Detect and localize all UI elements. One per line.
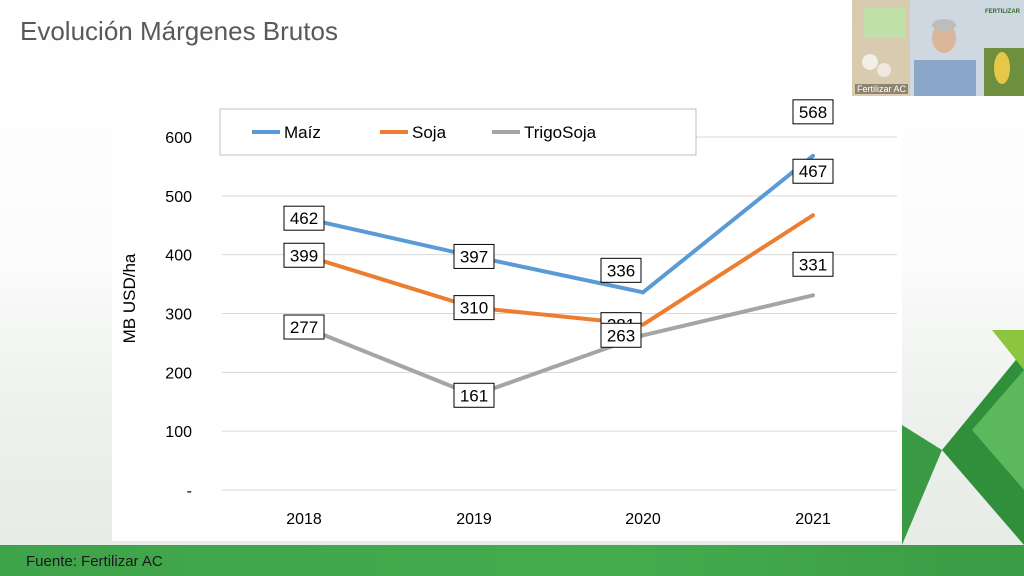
svg-text:336: 336 <box>607 261 635 280</box>
svg-text:399: 399 <box>290 246 318 265</box>
data-point <box>641 333 645 338</box>
svg-text:331: 331 <box>799 255 827 274</box>
data-label: 336 <box>600 257 642 283</box>
svg-text:310: 310 <box>460 299 488 318</box>
series-line <box>303 213 815 327</box>
fertilizar-logo: FERTILIZAR <box>985 9 1020 15</box>
y-tick-label: 600 <box>165 130 192 147</box>
legend: Maíz Soja TrigoSoja <box>219 108 697 156</box>
svg-text:467: 467 <box>799 162 827 181</box>
data-label: 263 <box>600 322 642 348</box>
y-axis-ticks: - 100 200 300 400 500 600 <box>165 130 192 500</box>
data-labels: 462397336568399310281467277161263331 <box>283 99 834 408</box>
svg-text:277: 277 <box>290 318 318 337</box>
legend-item: Maíz <box>252 123 321 142</box>
data-point <box>641 322 645 327</box>
data-label: 397 <box>453 243 495 269</box>
x-tick-label: 2021 <box>795 511 831 528</box>
data-label: 399 <box>283 242 325 268</box>
line-chart: - 100 200 300 400 500 600 2018 2019 2020 2021 MB … <box>120 99 897 528</box>
x-tick-label: 2020 <box>625 511 661 528</box>
footer-source: Fuente: Fertilizar AC <box>26 553 163 570</box>
data-label: 277 <box>283 314 325 340</box>
svg-text:568: 568 <box>799 103 827 122</box>
y-tick-label: 400 <box>165 248 192 265</box>
data-label: 310 <box>453 295 495 321</box>
svg-text:397: 397 <box>460 247 488 266</box>
presenter-video <box>852 0 1024 96</box>
decorative-green-shapes <box>902 330 1024 545</box>
data-point <box>811 213 815 218</box>
series-lines <box>302 153 815 398</box>
y-tick-label: 200 <box>165 365 192 382</box>
legend-item: TrigoSoja <box>492 123 597 142</box>
data-point <box>811 293 815 298</box>
y-tick-label: 500 <box>165 189 192 206</box>
x-tick-label: 2018 <box>286 511 322 528</box>
svg-text:161: 161 <box>460 386 488 405</box>
y-tick-label: - <box>187 483 192 500</box>
data-label: 462 <box>283 205 325 231</box>
data-label: 467 <box>792 158 834 184</box>
data-point <box>811 153 815 158</box>
x-tick-label: 2019 <box>456 511 492 528</box>
svg-text:462: 462 <box>290 209 318 228</box>
footer-bar: Fuente: Fertilizar AC <box>0 545 1024 576</box>
x-axis-ticks: 2018 2019 2020 2021 <box>286 511 831 528</box>
legend-box <box>219 108 697 156</box>
series-line <box>303 154 815 295</box>
series-line <box>303 293 814 398</box>
data-point <box>641 290 645 295</box>
slide-title: Evolución Márgenes Brutos <box>20 16 338 46</box>
grid-lines <box>222 136 897 491</box>
svg-text:263: 263 <box>607 326 635 345</box>
y-axis-label: MB USD/ha <box>120 253 139 343</box>
legend-item: Soja <box>380 123 447 142</box>
chart-panel: - 100 200 300 400 500 600 2018 2019 2020 2021 MB … <box>112 99 902 541</box>
data-label: 331 <box>792 251 834 277</box>
y-tick-label: 300 <box>165 307 192 324</box>
svg-text:Maíz: Maíz <box>284 123 321 142</box>
svg-text:TrigoSoja: TrigoSoja <box>524 123 597 142</box>
y-tick-label: 100 <box>165 424 192 441</box>
data-label: 161 <box>453 382 495 408</box>
video-thumbnail[interactable]: FERTILIZAR Fertilizar AC <box>852 0 1024 96</box>
participant-name: Fertilizar AC <box>855 84 909 94</box>
svg-text:Soja: Soja <box>412 123 447 142</box>
data-label: 568 <box>792 99 834 125</box>
